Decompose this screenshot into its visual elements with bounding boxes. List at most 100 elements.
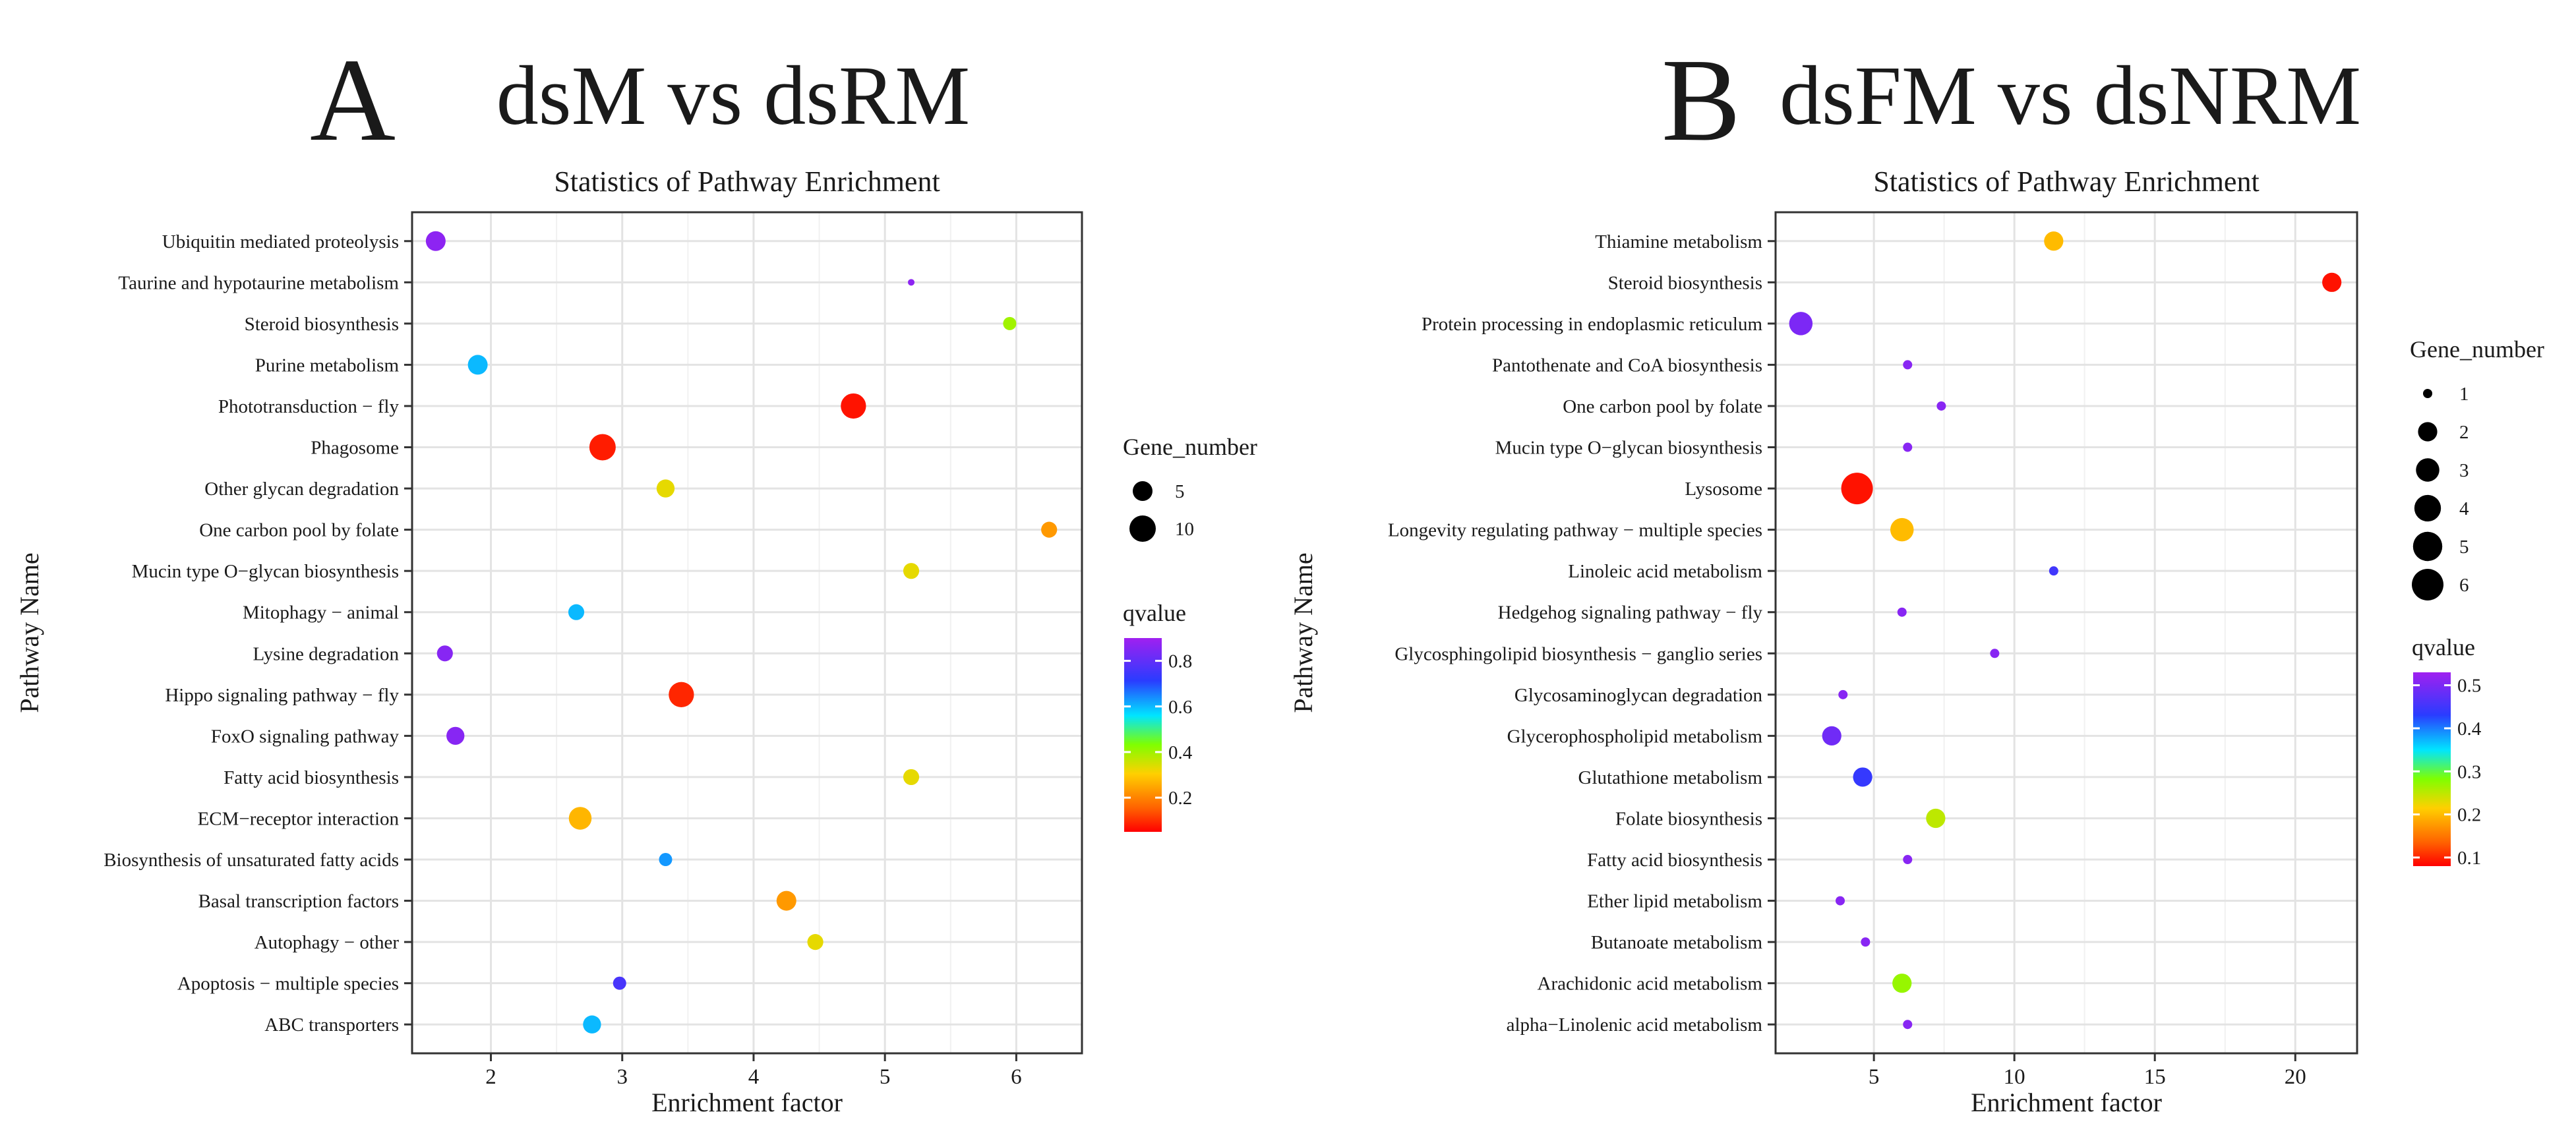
panel-b-points	[1789, 231, 2342, 1030]
y-tick-label: Basal transcription factors	[198, 891, 399, 912]
size-legend-key	[2418, 422, 2438, 442]
panel-a-points	[425, 231, 1058, 1034]
y-tick-label: Autophagy − other	[255, 932, 400, 953]
data-point	[1903, 442, 1913, 452]
y-tick-label: Phagosome	[311, 438, 399, 459]
size-legend-label: 5	[1175, 481, 1185, 502]
size-legend-key	[2412, 569, 2443, 600]
color-legend-label: 0.6	[1168, 697, 1192, 718]
data-point	[583, 1015, 601, 1034]
panel-a-y-tick-labels: Ubiquitin mediated proteolysis Taurine an…	[104, 231, 412, 1036]
data-point	[1838, 689, 1848, 699]
x-tick-label: 3	[616, 1065, 628, 1089]
panel-a-color-legend-title: qvalue	[1123, 600, 1186, 626]
y-tick-label: Steroid biosynthesis	[245, 314, 399, 335]
panel-a-color-legend-ticks: 0.2 0.4 0.6 0.8	[1124, 651, 1193, 809]
color-legend-label: 0.4	[2457, 718, 2482, 740]
color-legend-label: 0.5	[2457, 676, 2481, 697]
data-point	[1836, 896, 1845, 906]
panel-b-letter: B	[1662, 34, 1741, 165]
data-point	[1861, 937, 1871, 947]
data-point	[1890, 517, 1914, 542]
data-point	[568, 604, 585, 620]
y-tick-label: Biosynthesis of unsaturated fatty acids	[104, 850, 399, 871]
data-point	[1903, 360, 1913, 370]
x-tick-label: 5	[1869, 1065, 1880, 1089]
y-tick-label: Phototransduction − fly	[218, 396, 400, 417]
size-legend-key	[1133, 481, 1153, 501]
panel-a-title: dsM vs dsRM	[496, 49, 970, 142]
data-point	[2044, 231, 2064, 251]
panel-b-size-legend-title: Gene_number	[2410, 336, 2544, 363]
y-tick-label: Ether lipid metabolism	[1587, 891, 1762, 912]
data-point	[807, 934, 824, 950]
y-tick-label: Purine metabolism	[255, 355, 400, 376]
data-point	[613, 976, 626, 990]
panel-a: A dsM vs dsRM Statistics of Pathway Enri…	[15, 34, 1257, 1117]
size-legend-label: 4	[2459, 498, 2469, 519]
data-point	[1822, 726, 1842, 745]
data-point	[589, 434, 616, 461]
y-tick-label: Pantothenate and CoA biosynthesis	[1492, 355, 1762, 376]
panel-a-size-legend-title: Gene_number	[1123, 434, 1257, 460]
y-tick-label: Fatty acid biosynthesis	[224, 767, 399, 788]
size-legend-label: 1	[2459, 384, 2469, 405]
y-tick-label: Mitophagy − animal	[243, 602, 399, 624]
panel-b: B dsFM vs dsNRM Statistics of Pathway En…	[1288, 34, 2544, 1117]
data-point	[1926, 808, 1946, 829]
data-point	[903, 563, 920, 579]
panel-b-title: dsFM vs dsNRM	[1780, 49, 2361, 142]
data-point	[1892, 974, 1912, 993]
size-legend-key	[2423, 389, 2432, 398]
y-tick-label: Folate biosynthesis	[1615, 808, 1762, 829]
y-tick-label: Thiamine metabolism	[1595, 231, 1762, 252]
panel-a-plot-title: Statistics of Pathway Enrichment	[554, 165, 940, 198]
y-tick-label: Ubiquitin mediated proteolysis	[162, 231, 399, 252]
data-point	[1789, 312, 1813, 336]
data-point	[1853, 767, 1872, 787]
data-point	[1936, 401, 1946, 411]
y-tick-label: Glycerophospholipid metabolism	[1507, 726, 1763, 747]
y-tick-label: Arachidonic acid metabolism	[1538, 974, 1763, 995]
y-tick-label: Other glycan degradation	[204, 479, 399, 500]
y-tick-label: Taurine and hypotaurine metabolism	[118, 272, 399, 293]
panel-a-grid	[412, 212, 1082, 1053]
panel-b-x-ticks: 5 10 15 20	[1869, 1053, 2306, 1089]
y-tick-label: alpha−Linolenic acid metabolism	[1507, 1014, 1763, 1036]
data-point	[568, 807, 592, 830]
panel-b-y-axis-title: Pathway Name	[1288, 552, 1318, 713]
data-point	[446, 726, 465, 745]
size-legend-key	[1129, 515, 1156, 542]
color-legend-label: 0.2	[2457, 805, 2481, 826]
y-tick-label: ECM−receptor interaction	[198, 808, 400, 829]
y-tick-label: Steroid biosynthesis	[1608, 272, 1762, 293]
data-point	[2322, 272, 2342, 292]
panel-a-size-legend: 5 10	[1129, 481, 1194, 542]
data-point	[1903, 1020, 1913, 1030]
data-point	[841, 393, 866, 419]
panel-b-size-legend: 1 2 3 4 5 6	[2412, 384, 2469, 600]
color-legend-label: 0.2	[1168, 788, 1192, 809]
y-tick-label: Glycosphingolipid biosynthesis − ganglio…	[1394, 643, 1762, 664]
panel-b-color-legend-ticks: 0.1 0.2 0.3 0.4 0.5	[2413, 676, 2482, 869]
y-tick-label: Apoptosis − multiple species	[177, 974, 399, 995]
y-tick-label: Mucin type O−glycan biosynthesis	[132, 561, 399, 582]
size-legend-key	[2414, 494, 2441, 522]
panel-a-x-axis-title: Enrichment factor	[651, 1088, 843, 1117]
panel-b-plot-title: Statistics of Pathway Enrichment	[1873, 165, 2259, 198]
panel-b-x-axis-title: Enrichment factor	[1971, 1088, 2162, 1117]
y-tick-label: Mucin type O−glycan biosynthesis	[1495, 438, 1762, 459]
color-legend-label: 0.4	[1168, 742, 1193, 763]
panel-a-y-axis-title: Pathway Name	[15, 552, 44, 713]
panel-b-plot-frame	[1774, 211, 2358, 1055]
y-tick-label: Protein processing in endoplasmic reticu…	[1422, 314, 1763, 335]
panel-a-letter: A	[310, 34, 396, 165]
data-point	[1003, 316, 1017, 330]
data-point	[436, 645, 453, 662]
x-tick-label: 20	[2285, 1065, 2306, 1089]
size-legend-label: 5	[2459, 537, 2469, 558]
color-legend-label: 0.3	[2457, 761, 2481, 782]
size-legend-label: 3	[2459, 460, 2469, 481]
y-tick-label: Linoleic acid metabolism	[1568, 561, 1762, 582]
